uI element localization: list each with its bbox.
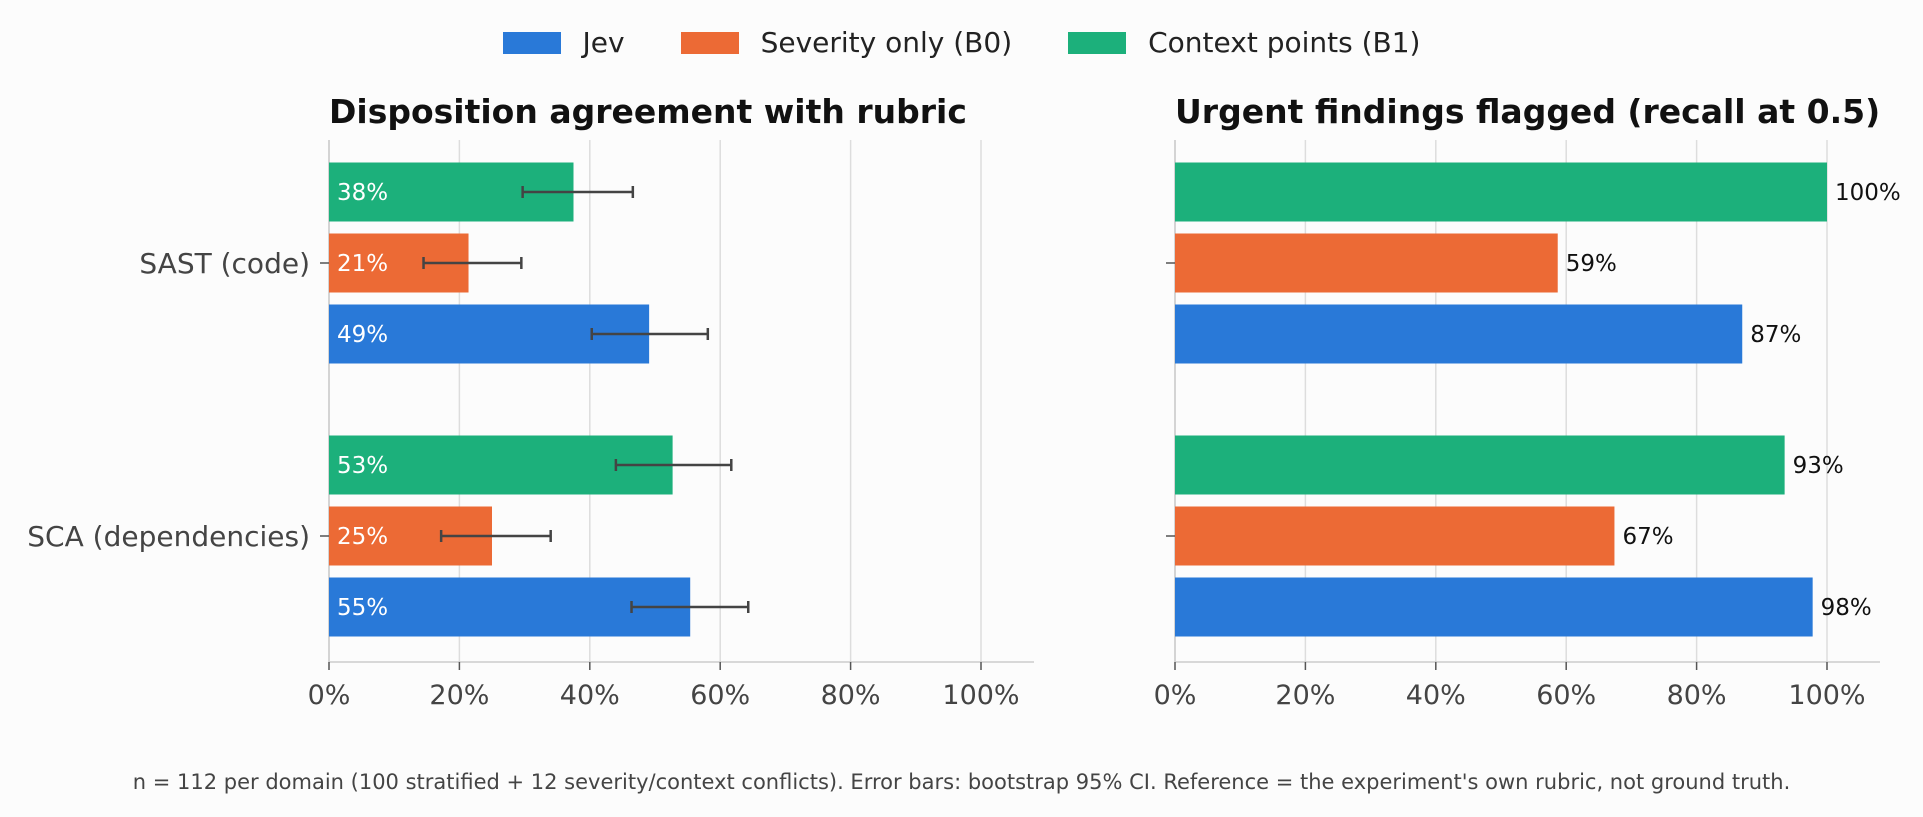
bar-value-label: 21%	[337, 251, 388, 277]
bar-value-label: 53%	[337, 453, 388, 479]
x-tick-label: 100%	[1788, 680, 1865, 711]
bar-value-label: 98%	[1821, 595, 1872, 621]
legend: Jev Severity only (B0) Context points (B…	[0, 26, 1923, 59]
bar-value-label: 100%	[1835, 180, 1901, 206]
bar-value-label: 25%	[337, 524, 388, 550]
x-tick-label: 60%	[690, 680, 750, 711]
bar-value-label: 49%	[337, 322, 388, 348]
legend-swatch	[502, 31, 561, 54]
bar-value-label: 55%	[337, 595, 388, 621]
x-tick-label: 80%	[821, 680, 881, 711]
x-tick-label: 20%	[429, 680, 489, 711]
bar-value-label: 38%	[337, 180, 388, 206]
bar	[1175, 233, 1558, 293]
bar	[1175, 577, 1813, 637]
bar	[1175, 304, 1743, 364]
bar-value-label: 93%	[1793, 453, 1844, 479]
bar	[329, 577, 691, 637]
bar-value-label: 59%	[1566, 251, 1617, 277]
legend-label: Jev	[582, 26, 625, 59]
x-tick-label: 60%	[1536, 680, 1596, 711]
x-tick-label: 80%	[1667, 680, 1727, 711]
bar	[1175, 506, 1615, 566]
footnote: n = 112 per domain (100 stratified + 12 …	[132, 770, 1791, 794]
x-tick-label: 40%	[560, 680, 620, 711]
x-tick-label: 0%	[308, 680, 351, 711]
category-label: SAST (code)	[139, 247, 310, 280]
legend-swatch	[1068, 31, 1127, 54]
x-tick-label: 0%	[1154, 680, 1197, 711]
left-panel-title: Disposition agreement with rubric	[329, 92, 967, 131]
category-label: SCA (dependencies)	[27, 520, 310, 553]
bar	[1175, 162, 1827, 222]
legend-label: Context points (B1)	[1148, 26, 1421, 59]
legend-item-jev: Jev	[502, 26, 625, 59]
legend-swatch	[680, 31, 739, 54]
bar	[1175, 435, 1785, 495]
legend-label: Severity only (B0)	[760, 26, 1013, 59]
x-tick-label: 100%	[942, 680, 1019, 711]
right-panel-title: Urgent findings flagged (recall at 0.5)	[1175, 92, 1881, 131]
bar-value-label: 87%	[1750, 322, 1801, 348]
legend-item-context-points: Context points (B1)	[1068, 26, 1420, 59]
x-tick-label: 20%	[1275, 680, 1335, 711]
legend-item-severity-only: Severity only (B0)	[680, 26, 1013, 59]
x-tick-label: 40%	[1406, 680, 1466, 711]
bar-value-label: 67%	[1622, 524, 1673, 550]
